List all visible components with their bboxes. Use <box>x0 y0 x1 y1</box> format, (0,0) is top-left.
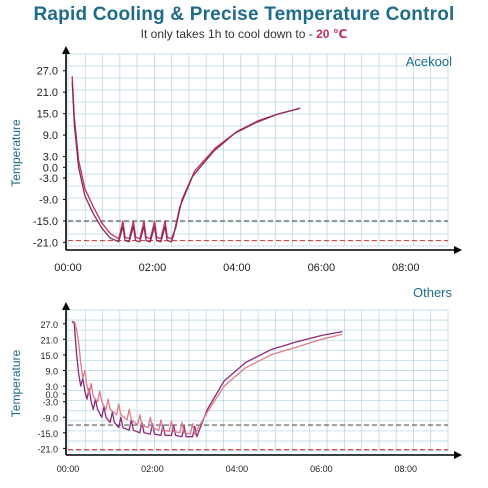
acekool-x-tick-label: 02:00 <box>139 262 167 274</box>
acekool-x-tick-label: 06:00 <box>308 262 336 274</box>
page-subtitle: It only takes 1h to cool down to - 20 ℃ <box>0 27 488 41</box>
others-y-tick-label: 0.0 <box>45 390 58 400</box>
acekool-y-axis-arrow <box>62 46 70 54</box>
others-x-tick-label: 04:00 <box>226 464 249 474</box>
acekool-series-line-2 <box>71 81 301 243</box>
others-y-tick-label: -15.0 <box>37 429 58 439</box>
acekool-y-tick-label: -15.0 <box>33 216 58 228</box>
subtitle-text: It only takes 1h to cool down to - <box>140 27 317 41</box>
others-series-line-1 <box>71 320 343 438</box>
acekool-y-tick-label: -3.0 <box>39 173 58 185</box>
others-x-tick-label: 08:00 <box>395 464 418 474</box>
others-panel-label: Others <box>413 285 453 300</box>
others-x-axis-arrow <box>454 451 462 459</box>
others-x-tick-label: 02:00 <box>141 464 164 474</box>
others-x-tick-label: 06:00 <box>310 464 333 474</box>
acekool-y-tick-label: 15.0 <box>37 109 58 121</box>
others-y-tick-label: -3.0 <box>42 398 58 408</box>
acekool-y-tick-label: 9.0 <box>43 130 58 142</box>
acekool-x-axis-arrow <box>454 246 462 254</box>
acekool-y-tick-label: -21.0 <box>33 237 58 249</box>
others-y-axis-arrow <box>62 302 70 310</box>
acekool-y-tick-label: 3.0 <box>43 152 58 164</box>
acekool-x-tick-label: 08:00 <box>392 262 420 274</box>
acekool-y-tick-label: 21.0 <box>37 87 58 99</box>
acekool-series-line-1 <box>71 76 301 240</box>
acekool-x-tick-label: 04:00 <box>223 262 251 274</box>
others-y-tick-label: 15.0 <box>40 351 58 361</box>
others-y-tick-label: -21.0 <box>37 444 58 454</box>
others-y-tick-label: -9.0 <box>42 413 58 423</box>
others-y-tick-label: 21.0 <box>40 335 58 345</box>
subtitle-highlight: 20 ℃ <box>316 27 348 41</box>
acekool-y-tick-label: 0.0 <box>43 162 58 174</box>
acekool-y-tick-label: -9.0 <box>39 195 58 207</box>
others-y-tick-label: 9.0 <box>45 367 58 377</box>
others-y-tick-label: 27.0 <box>40 320 58 330</box>
acekool-panel-label: Acekool <box>406 54 452 69</box>
others-y-tick-label: 3.0 <box>45 382 58 392</box>
acekool-y-axis-label: Temperature <box>9 119 23 187</box>
others-series-line-2 <box>73 321 343 435</box>
acekool-y-tick-label: 27.0 <box>37 66 58 78</box>
others-x-tick-label: 00:00 <box>57 464 80 474</box>
acekool-x-tick-label: 00:00 <box>54 262 82 274</box>
page-title: Rapid Cooling & Precise Temperature Cont… <box>33 4 455 25</box>
others-y-axis-label: Temperature <box>9 349 23 417</box>
